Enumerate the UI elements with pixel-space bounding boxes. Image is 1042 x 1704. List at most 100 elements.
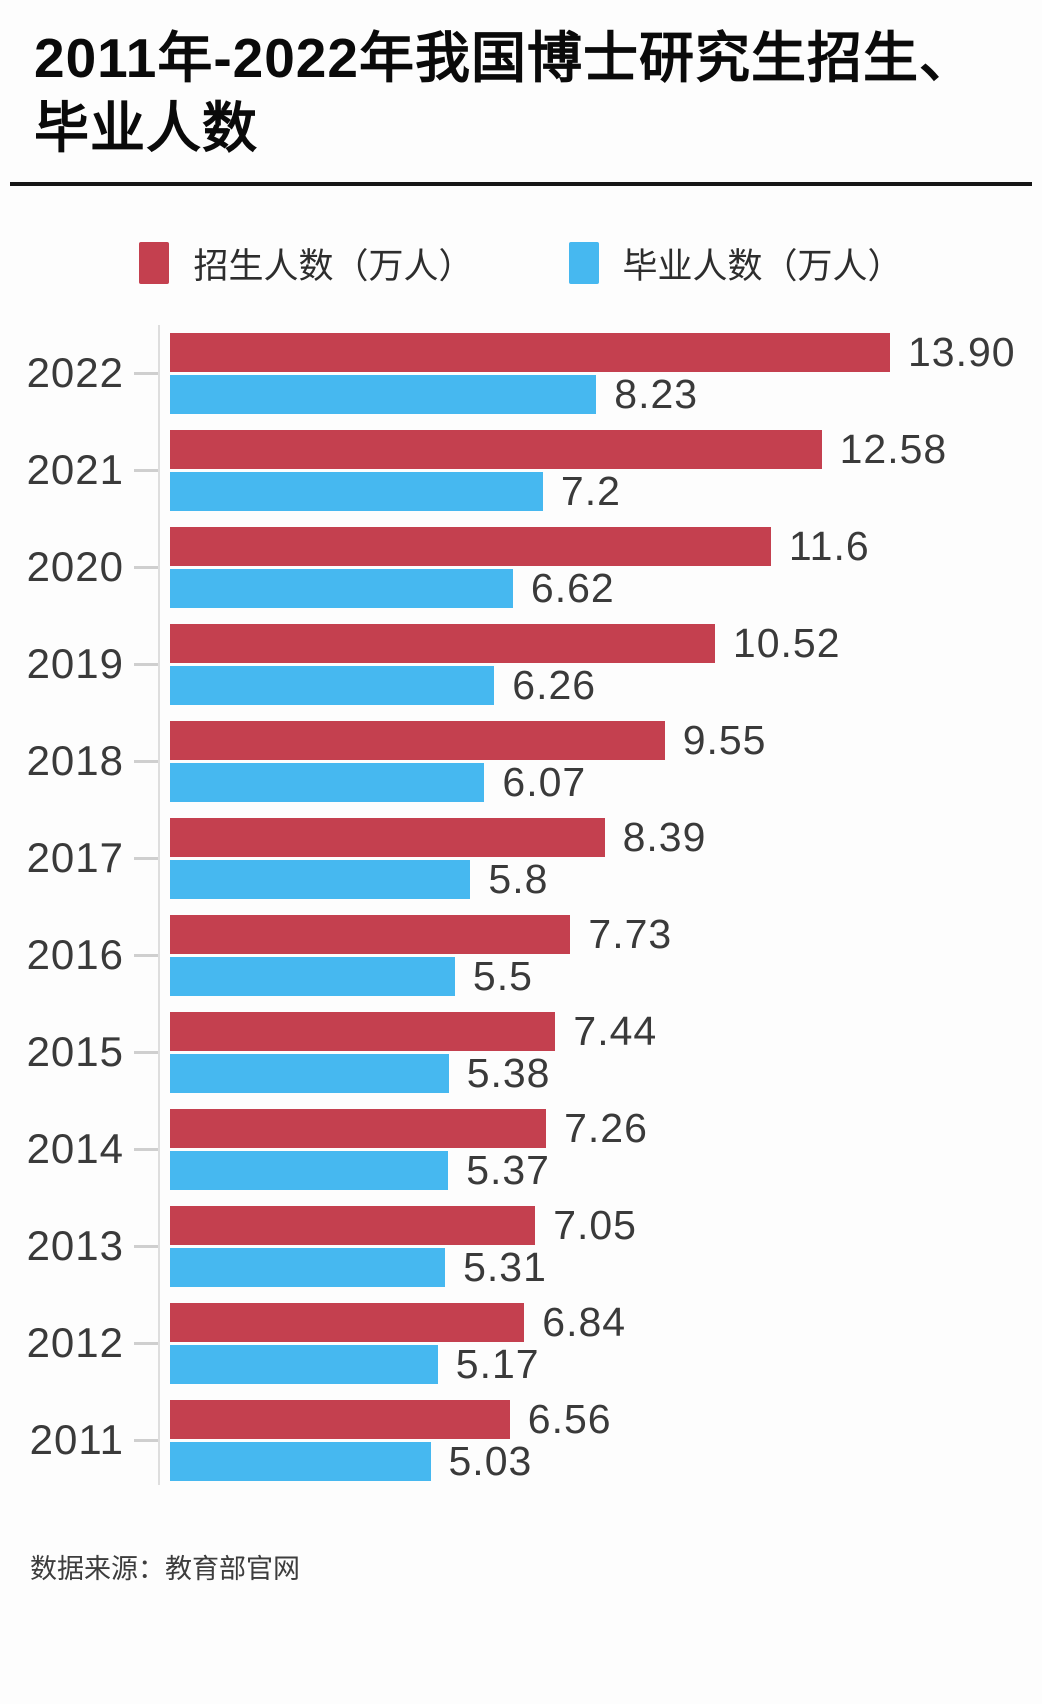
axis-tick-mark — [134, 759, 158, 763]
graduation-value-label: 5.8 — [488, 855, 549, 902]
axis-tick-mark — [134, 371, 158, 375]
data-source: 数据来源：教育部官网 — [30, 1553, 300, 1584]
graduation-bar-row: 5.37 — [170, 1147, 1042, 1193]
graduation-bar — [170, 1344, 438, 1384]
year-tick-group: 2015 — [27, 1028, 158, 1076]
enrollment-bar — [170, 720, 665, 760]
graduation-value-label: 5.5 — [472, 952, 533, 999]
graduation-bar-row: 5.17 — [170, 1341, 1042, 1387]
graduation-bar-row: 8.23 — [170, 371, 1042, 417]
year-label: 2022 — [26, 349, 124, 397]
enrollment-bar-row: 7.26 — [170, 1105, 1042, 1151]
year-label: 2015 — [26, 1028, 124, 1076]
graduation-bar-row: 6.62 — [170, 565, 1042, 611]
enrollment-bar-row: 13.90 — [170, 329, 1042, 375]
legend-label-graduation: 毕业人数（万人） — [622, 246, 903, 286]
year-label: 2013 — [26, 1222, 124, 1270]
year-tick-group: 2022 — [27, 349, 158, 397]
year-tick-group: 2018 — [27, 737, 158, 785]
chart-rows: 2022 13.90 8.23 2021 12.58 7.2 2020 11.6 6.62 201… — [27, 329, 1042, 1484]
year-label: 2018 — [26, 737, 124, 785]
graduation-value-label: 5.38 — [466, 1049, 551, 1096]
enrollment-value-label: 9.55 — [682, 716, 767, 763]
year-tick-group: 2013 — [27, 1222, 158, 1270]
legend-label-enrollment: 招生人数（万人） — [193, 246, 474, 286]
chart-row: 2019 10.52 6.26 — [27, 620, 1042, 708]
chart-row: 2012 6.84 5.17 — [27, 1299, 1042, 1387]
axis-tick-mark — [134, 1341, 158, 1345]
year-tick-group: 2017 — [27, 834, 158, 882]
graduation-bar — [170, 956, 455, 996]
chart-row: 2022 13.90 8.23 — [27, 329, 1042, 417]
legend-swatch — [139, 242, 170, 285]
chart-row: 2015 7.44 5.38 — [27, 1008, 1042, 1096]
enrollment-bar — [170, 914, 571, 954]
year-label: 2021 — [26, 446, 124, 494]
graduation-bar-row: 5.8 — [170, 856, 1042, 902]
graduation-bar — [170, 1150, 449, 1190]
enrollment-bar — [170, 1011, 556, 1051]
enrollment-bar — [170, 332, 890, 372]
graduation-value-label: 5.03 — [448, 1437, 533, 1484]
enrollment-value-label: 12.58 — [839, 425, 948, 472]
axis-tick-mark — [134, 1147, 158, 1151]
enrollment-value-label: 6.56 — [527, 1395, 612, 1442]
axis-tick-mark — [134, 1438, 158, 1442]
enrollment-value-label: 13.90 — [908, 328, 1016, 375]
graduation-bar-row: 6.26 — [170, 662, 1042, 708]
page-title: 2011年-2022年我国博士研究生招生、毕业人数 — [34, 27, 975, 159]
enrollment-bar-row: 6.84 — [170, 1299, 1042, 1345]
graduation-bar-row: 5.03 — [170, 1438, 1042, 1484]
enrollment-bar — [170, 817, 605, 857]
year-tick-group: 2011 — [30, 1416, 158, 1464]
chart-row: 2020 11.6 6.62 — [27, 523, 1042, 611]
year-tick-group: 2021 — [27, 446, 158, 494]
enrollment-bar — [170, 1399, 510, 1439]
graduation-value-label: 5.37 — [466, 1146, 550, 1193]
enrollment-value-label: 7.73 — [588, 910, 673, 957]
year-tick-group: 2019 — [27, 640, 158, 688]
enrollment-bar — [170, 1302, 525, 1342]
graduation-value-label: 6.07 — [502, 758, 587, 805]
graduation-value-label: 5.31 — [463, 1243, 547, 1290]
graduation-value-label: 5.17 — [455, 1340, 540, 1387]
year-label: 2019 — [26, 640, 124, 688]
enrollment-value-label: 11.6 — [788, 522, 870, 569]
graduation-value-label: 8.23 — [614, 370, 699, 417]
enrollment-bar — [170, 429, 822, 469]
enrollment-bar-row: 7.44 — [170, 1008, 1042, 1054]
enrollment-value-label: 7.05 — [553, 1201, 637, 1248]
enrollment-bar-row: 11.6 — [170, 523, 1042, 569]
enrollment-bar — [170, 1205, 536, 1245]
enrollment-bar-row: 6.56 — [170, 1396, 1042, 1442]
enrollment-value-label: 6.84 — [542, 1298, 627, 1345]
year-tick-group: 2016 — [27, 931, 158, 979]
graduation-bar-row: 5.31 — [170, 1244, 1042, 1290]
graduation-bar-row: 5.38 — [170, 1050, 1042, 1096]
enrollment-bar — [170, 1108, 547, 1148]
graduation-bar — [170, 665, 495, 705]
graduation-bar-row: 5.5 — [170, 953, 1042, 999]
chart-row: 2014 7.26 5.37 — [27, 1105, 1042, 1193]
enrollment-bar-row: 8.39 — [170, 814, 1042, 860]
enrollment-value-label: 8.39 — [622, 813, 707, 860]
graduation-bar — [170, 568, 513, 608]
year-label: 2011 — [29, 1416, 124, 1464]
graduation-bar — [170, 1053, 449, 1093]
axis-tick-mark — [134, 953, 158, 957]
year-tick-group: 2014 — [27, 1125, 158, 1173]
graduation-value-label: 6.26 — [512, 661, 597, 708]
graduation-bar-row: 6.07 — [170, 759, 1042, 805]
chart-row: 2016 7.73 5.5 — [27, 911, 1042, 999]
year-label: 2017 — [26, 834, 124, 882]
graduation-bar — [170, 374, 597, 414]
enrollment-bar-row: 10.52 — [170, 620, 1042, 666]
year-label: 2014 — [26, 1125, 124, 1173]
enrollment-bar-row: 12.58 — [170, 426, 1042, 472]
legend: 招生人数（万人） 毕业人数（万人） — [0, 238, 1042, 289]
enrollment-bar — [170, 526, 771, 566]
legend-swatch — [568, 242, 599, 285]
legend-item-enrollment: 招生人数（万人） — [139, 238, 474, 289]
axis-tick-mark — [134, 468, 158, 472]
